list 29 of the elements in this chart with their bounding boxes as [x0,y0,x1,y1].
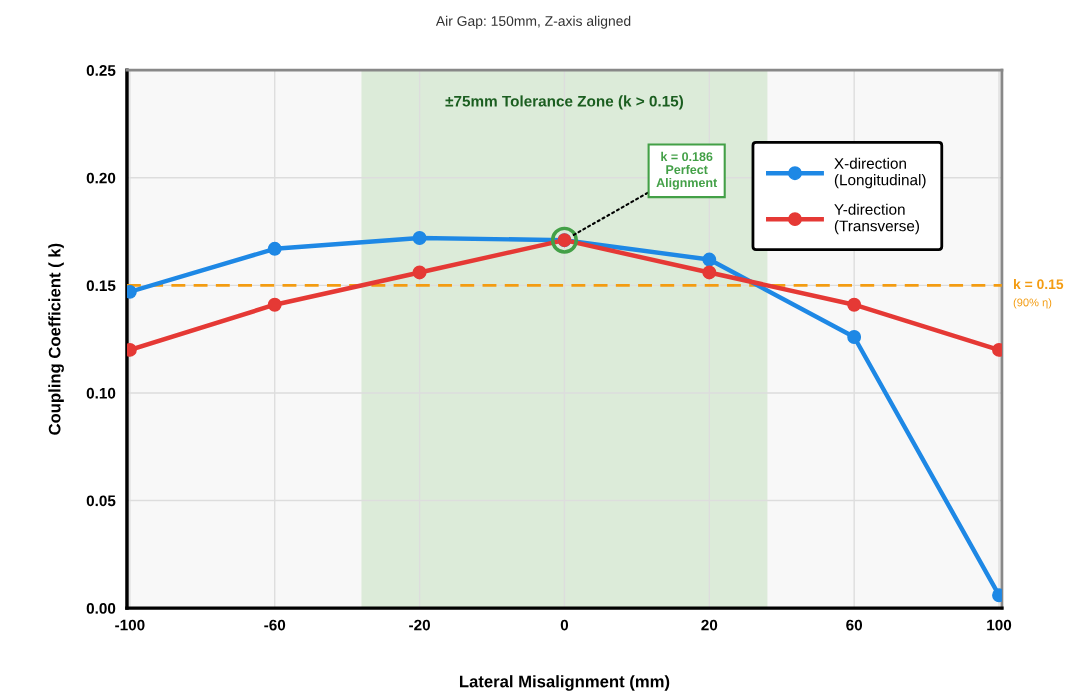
point [847,297,862,312]
annotation: ±75mm Tolerance Zone (k > 0.15) [445,95,684,110]
y-tick-label: 0.00 [86,602,116,614]
point [702,265,717,280]
chart-subtitle: Air Gap: 150mm, Z-axis aligned [435,15,631,29]
point [267,297,282,312]
legend-label: Y-direction (Transverse) [834,203,919,235]
x-tick-label: -60 [264,619,286,631]
legend-label: X-direction (Longitudinal) [834,157,926,189]
x-tick-label: -100 [115,619,145,631]
x-tick-label: -20 [409,619,430,631]
y-tick-label: 0.05 [86,495,116,507]
point [412,265,427,280]
point [847,330,862,344]
point [412,231,427,245]
x-tick-label: 60 [846,619,863,631]
x-axis-title: Lateral Misalignment (mm) [459,675,670,691]
x-tick-label: 20 [701,619,718,631]
y-tick-label: 0.10 [86,387,116,399]
ref-line-label: k = 0.15 (90% η) [1013,278,1064,309]
x-tick-label: 100 [987,619,1012,631]
point [702,252,717,267]
y-tick-label: 0.20 [86,172,116,184]
x-tick-label: 0 [560,619,569,631]
y-tick-label: 0.15 [86,280,116,292]
point [267,241,282,256]
y-axis-title: Coupling Coefficient ( k) [48,243,64,435]
annotation: k = 0.186 Perfect Alignment [656,151,718,190]
y-tick-label: 0.25 [86,65,116,76]
